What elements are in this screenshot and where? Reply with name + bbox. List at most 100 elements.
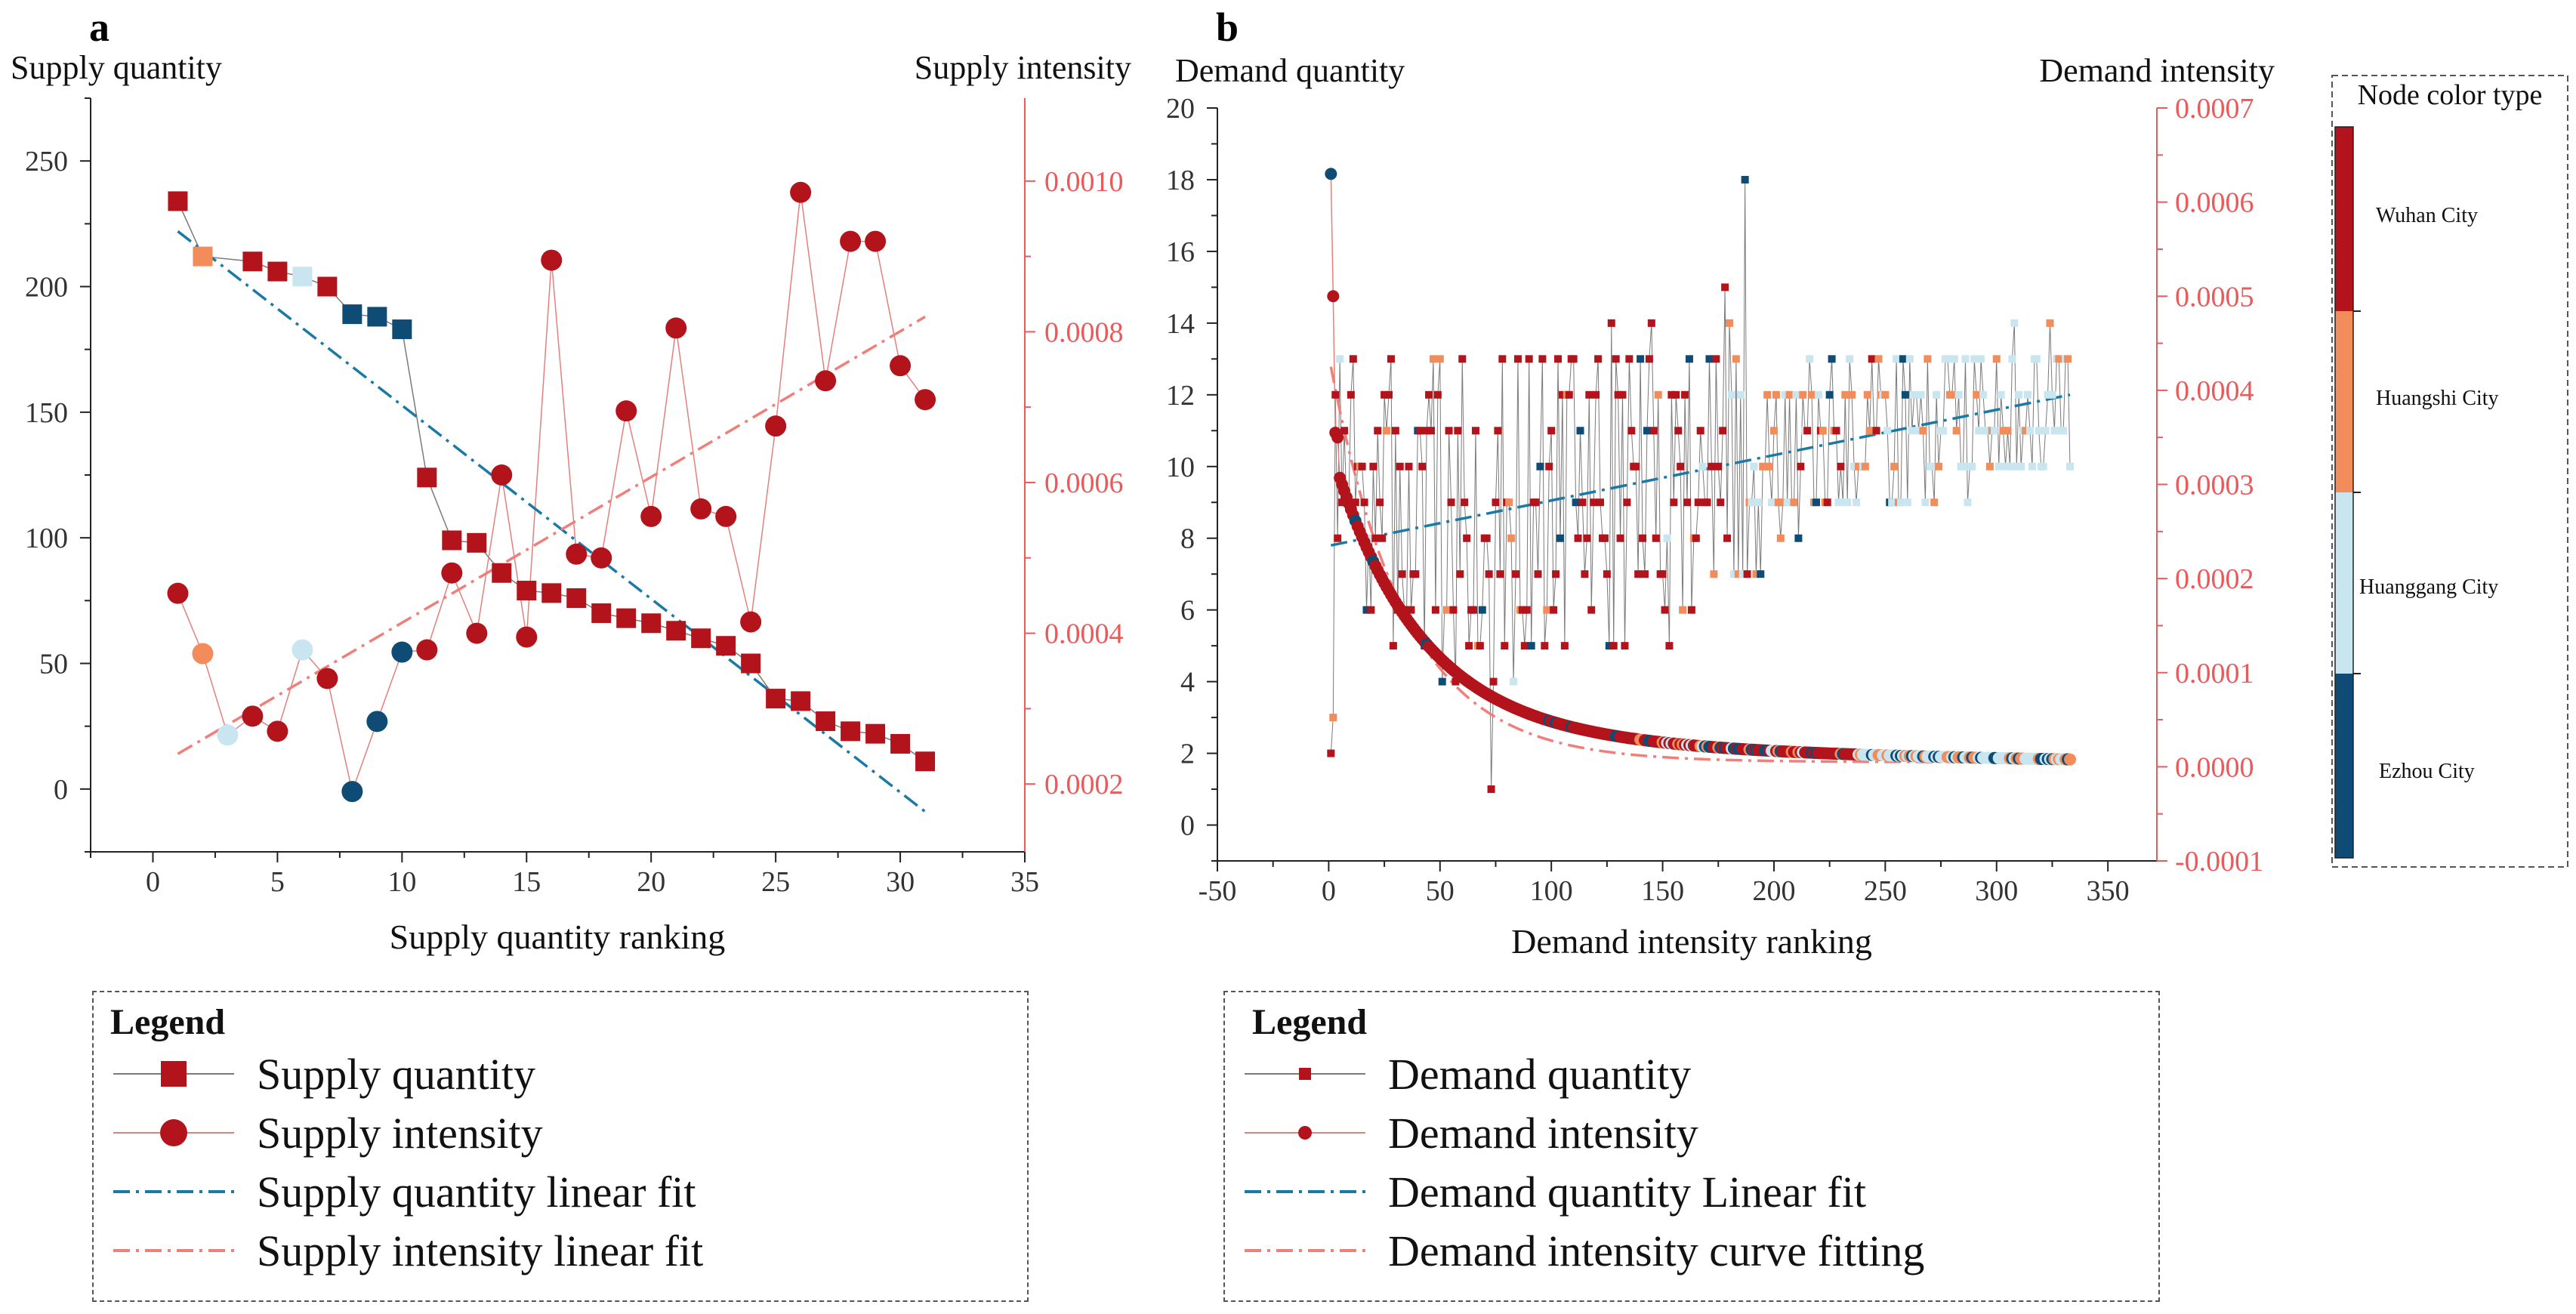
b-demand-quantity-point [1846,355,1854,363]
b-demand-quantity-point [1607,319,1615,327]
panel-label-a: a [89,5,110,50]
b-demand-quantity-point [1461,498,1469,507]
b-demand-quantity-point [1387,355,1395,363]
b-demand-quantity-point [1454,427,1462,435]
b-demand-quantity-point [1790,498,1798,507]
b-demand-quantity-point [1901,390,1909,399]
a-supply-quantity-point [367,307,387,327]
b-y-left-tick-label: 0 [1180,810,1195,842]
b-demand-quantity-point [1823,498,1831,507]
b-demand-quantity-point [1952,427,1961,435]
b-demand-quantity-point [1384,390,1393,399]
b-demand-quantity-point [2025,427,2034,435]
a-supply-intensity-point [591,547,612,569]
colorbar-swatch-huanggang [2335,492,2353,674]
a-x-axis-title: Supply quantity ranking [390,918,726,956]
b-demand-quantity-point [1677,462,1685,470]
b-demand-quantity-point [1583,534,1591,542]
b-demand-quantity-point [1948,390,1956,399]
b-demand-quantity-point [1525,355,1533,363]
b-demand-quantity-point [1692,534,1700,542]
b-demand-quantity-point [1398,570,1406,578]
b-demand-quantity-point [1654,390,1662,399]
b-demand-quantity-point [2050,427,2059,435]
b-demand-quantity-point [1552,570,1560,578]
b-demand-quantity-point [1903,498,1911,507]
legend-b-symbol-dashdot-red [1245,1249,1365,1252]
b-y-right-tick-label: 0.0007 [2175,93,2254,125]
b-demand-quantity-point [1482,534,1491,542]
a-supply-intensity-point [740,611,762,633]
b-demand-quantity-point [1507,534,1516,542]
b-demand-quantity-point [1522,606,1531,614]
a-y-left-tick-label: 250 [25,146,68,177]
b-x-tick-label: 100 [1530,875,1573,907]
b-demand-quantity-point [1358,462,1366,470]
b-demand-quantity-point [2039,462,2047,470]
b-demand-quantity-point [1463,534,1471,542]
b-demand-quantity-point [2001,462,2010,470]
b-demand-quantity-point [1476,642,1484,650]
a-supply-intensity-point [640,505,662,527]
b-demand-quantity-point [1423,427,1431,435]
b-demand-quantity-point [1973,390,1981,399]
b-demand-quantity-point [1703,498,1711,507]
b-y-right-tick-label: 0.0006 [2175,187,2254,219]
b-y-left-tick-label: 20 [1166,93,1195,125]
a-x-tick-label: 35 [1010,866,1039,898]
a-x-tick-label: 20 [637,866,665,898]
legend-b-item-demand-quantity: Demand quantity [1245,1047,1691,1101]
a-supply-quantity-point [392,319,412,340]
b-demand-quantity-point [2017,462,2025,470]
b-demand-quantity-point [1576,427,1584,435]
legend-b-symbol-dashdot-blue [1245,1190,1365,1193]
b-demand-quantity-point [1597,498,1605,507]
a-supply-quantity-point [890,733,911,754]
a-supply-intensity-point [391,641,413,663]
a-supply-quantity-point [716,636,736,656]
a-y-left-tick-label: 200 [25,272,68,304]
a-y-left-tick-label: 150 [25,397,68,429]
b-demand-quantity-point [1792,390,1800,399]
b-demand-quantity-point [1371,534,1380,542]
b-demand-quantity-point [1558,390,1566,399]
b-demand-quantity-point [1494,427,1502,435]
a-supply-quantity-point [517,581,537,601]
b-demand-quantity-point [1761,462,1769,470]
b-demand-quantity-point [1496,570,1504,578]
b-left-axis-title: Demand quantity [1175,52,1405,89]
b-demand-quantity-point [1935,462,1943,470]
legend-a-label-quantity-fit: Supply quantity linear fit [257,1167,696,1217]
b-demand-quantity-point [1621,642,1629,650]
b-demand-quantity-point [1710,570,1718,578]
a-supply-intensity-point [441,562,463,584]
b-y-right-tick-label: 0.0004 [2175,375,2254,407]
a-supply-quantity-point [541,583,562,603]
a-y-right-tick-label: 0.0004 [1044,618,1124,650]
b-x-tick-label: 0 [1322,875,1336,907]
a-supply-intensity-point [765,415,787,437]
b-demand-quantity-point [1714,462,1723,470]
b-demand-quantity-point [1896,498,1905,507]
b-demand-quantity-point [1950,355,1958,363]
b-demand-quantity-point [1738,570,1747,578]
b-demand-quantity-point [2004,427,2012,435]
b-demand-quantity-point [1634,570,1643,578]
b-demand-quantity-point [1834,498,1843,507]
colorbar-label-huangshi: Huangshi City [2376,387,2499,410]
b-demand-quantity-point [2032,355,2041,363]
b-intensity-curve-fit [1329,366,2071,763]
b-demand-quantity-point [1645,355,1653,363]
a-y-left-tick-label: 50 [39,649,68,680]
b-demand-quantity-point [1456,570,1464,578]
a-supply-intensity-point [516,626,538,648]
b-demand-quantity-point [1554,355,1563,363]
b-demand-quantity-point [1839,498,1847,507]
legend-a-item-supply-intensity: Supply intensity [113,1106,543,1160]
b-demand-quantity-point [1970,355,1979,363]
b-demand-quantity-point [1436,355,1444,363]
b-demand-quantity-point [2059,427,2068,435]
b-demand-quantity-point [2010,319,2019,327]
a-y-left-tick-label: 100 [25,523,68,554]
a-supply-quantity-point [641,613,662,634]
